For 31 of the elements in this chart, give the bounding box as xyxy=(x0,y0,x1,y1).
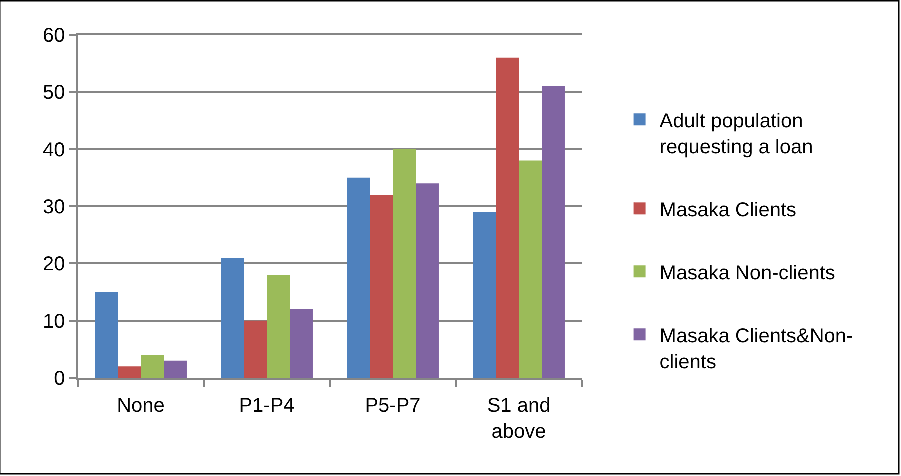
bar xyxy=(496,58,519,378)
legend-label: Masaka Clients&Non-clients xyxy=(660,325,854,374)
bar xyxy=(370,195,393,378)
bar xyxy=(347,178,370,378)
x-tick-label: S1 and above xyxy=(487,394,551,443)
bar xyxy=(95,292,118,378)
legend-label: Adult population requesting a loan xyxy=(660,110,814,158)
y-tick-label: 0 xyxy=(54,368,66,390)
x-tick-label: None xyxy=(117,394,165,417)
bar xyxy=(118,366,141,378)
x-tick-label: P5-P7 xyxy=(365,394,421,417)
legend-label: Masaka Non-clients xyxy=(660,262,836,284)
bar xyxy=(290,309,313,378)
y-tick-label: 10 xyxy=(43,310,66,333)
bar xyxy=(141,355,164,378)
bar xyxy=(267,275,290,378)
bar xyxy=(519,160,542,378)
x-tick-label: P1-P4 xyxy=(239,394,295,417)
y-tick-label: 40 xyxy=(43,139,66,162)
bar xyxy=(393,149,416,378)
y-tick-label: 50 xyxy=(43,82,66,104)
bar xyxy=(542,86,565,378)
y-tick-label: 20 xyxy=(43,254,66,276)
bar xyxy=(244,320,267,378)
bar xyxy=(473,212,496,378)
bar xyxy=(221,258,244,378)
legend-label: Masaka Clients xyxy=(660,199,797,222)
bar xyxy=(416,184,439,378)
y-tick-label: 30 xyxy=(43,196,66,218)
y-tick-label: 60 xyxy=(43,25,66,47)
bar xyxy=(164,360,187,378)
